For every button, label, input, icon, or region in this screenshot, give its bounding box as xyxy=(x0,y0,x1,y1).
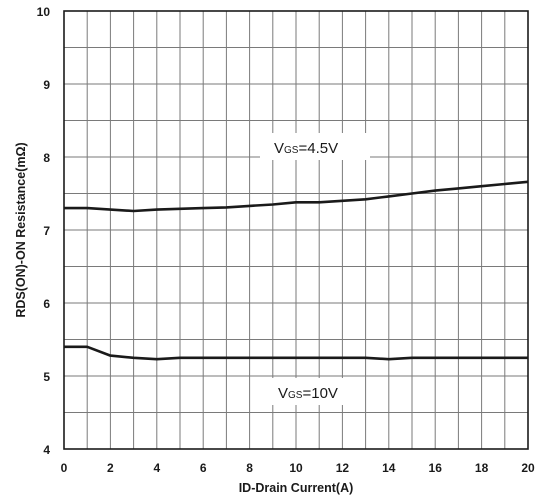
x-axis-label: ID-Drain Current(A) xyxy=(239,481,354,495)
y-tick-label: 9 xyxy=(43,78,50,92)
x-tick-label: 10 xyxy=(289,461,303,475)
x-tick-label: 6 xyxy=(200,461,207,475)
y-tick-label: 5 xyxy=(43,370,50,384)
x-tick-label: 18 xyxy=(475,461,489,475)
y-tick-label: 7 xyxy=(43,224,50,238)
x-tick-labels: 0 2 4 6 8 10 12 14 16 18 20 xyxy=(61,461,535,475)
plot-frame xyxy=(63,10,529,450)
series-label-2: VGS=10V xyxy=(278,385,338,402)
x-tick-label: 2 xyxy=(107,461,114,475)
x-tick-label: 4 xyxy=(153,461,160,475)
y-tick-labels: 4 5 6 7 8 9 10 xyxy=(37,5,51,457)
y-axis-label: RDS(ON)-ON Resistance(mΩ) xyxy=(14,142,28,317)
series-label-box-2 xyxy=(264,378,364,405)
y-tick-label: 8 xyxy=(43,151,50,165)
x-tick-label: 0 xyxy=(61,461,68,475)
y-tick-label: 10 xyxy=(37,5,51,19)
x-tick-label: 8 xyxy=(246,461,253,475)
x-tick-label: 20 xyxy=(521,461,535,475)
series-label-1: VGS=4.5V xyxy=(274,140,338,157)
series-line-1 xyxy=(64,180,529,213)
x-tick-label: 16 xyxy=(429,461,443,475)
grid xyxy=(64,11,528,449)
y-tick-label: 6 xyxy=(43,297,50,311)
series-labels: VGS=4.5V VGS=10V xyxy=(260,133,370,405)
x-tick-label: 12 xyxy=(336,461,350,475)
series-label-box-1 xyxy=(260,133,370,160)
y-tick-label: 4 xyxy=(43,443,50,457)
x-tick-label: 14 xyxy=(382,461,396,475)
series-group xyxy=(64,180,529,361)
series-line-2 xyxy=(64,345,528,361)
